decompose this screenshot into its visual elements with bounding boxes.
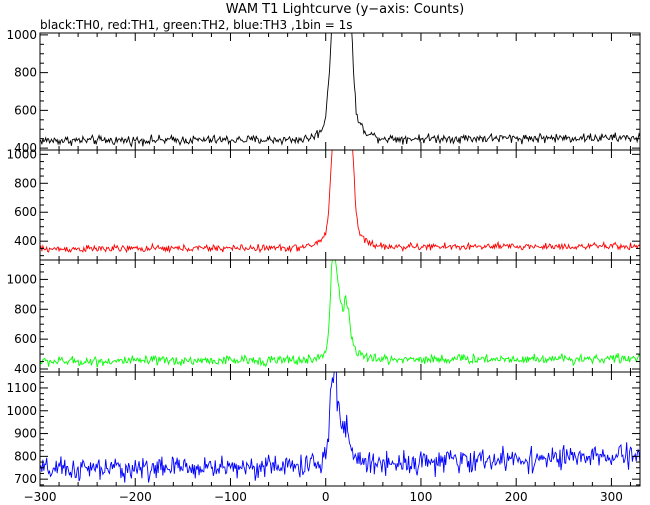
x-tick-label: 0 bbox=[322, 490, 330, 504]
x-tick-label: −100 bbox=[214, 490, 247, 504]
y-tick-label: 1000 bbox=[6, 272, 37, 286]
panel-frame bbox=[39, 371, 641, 487]
y-tick-label: 1000 bbox=[6, 147, 37, 161]
y-tick-label: 800 bbox=[14, 66, 37, 80]
panel-th2: 400 600 800 1000 bbox=[6, 259, 641, 376]
series-line-th0 bbox=[40, 33, 640, 148]
y-tick-label: 1000 bbox=[6, 404, 37, 418]
panels-group: 4006008001000400600800100040060080010007… bbox=[6, 28, 641, 487]
panel-frame bbox=[39, 32, 641, 151]
y-tick-label: 1100 bbox=[6, 381, 37, 395]
x-tick-label: 100 bbox=[409, 490, 432, 504]
y-tick-label: 400 bbox=[14, 362, 37, 376]
chart-title: WAM T1 Lightcurve (y−axis: Counts) bbox=[226, 2, 464, 17]
y-tick-label: 800 bbox=[14, 302, 37, 316]
x-tick-label: −300 bbox=[24, 490, 57, 504]
chart-subtitle: black:TH0, red:TH1, green:TH2, blue:TH3 … bbox=[40, 18, 353, 32]
y-tick-label: 900 bbox=[14, 427, 37, 441]
x-tick-label: −200 bbox=[119, 490, 152, 504]
panel-frame bbox=[39, 259, 641, 373]
y-tick-label: 600 bbox=[14, 205, 37, 219]
series-line-th1 bbox=[40, 150, 640, 254]
series-line-th2 bbox=[40, 260, 640, 368]
x-tick-label: 200 bbox=[505, 490, 528, 504]
y-tick-label: 400 bbox=[14, 234, 37, 248]
panel-frame bbox=[39, 149, 641, 261]
series-line-th3 bbox=[40, 372, 640, 483]
y-tick-label: 600 bbox=[14, 332, 37, 346]
y-tick-label: 700 bbox=[14, 472, 37, 486]
y-tick-label: 1000 bbox=[6, 28, 37, 42]
y-tick-label: 800 bbox=[14, 176, 37, 190]
y-tick-label: 800 bbox=[14, 449, 37, 463]
x-axis: −300 −200 −100 0 100 200 300 bbox=[24, 490, 623, 504]
x-tick-label: 300 bbox=[600, 490, 623, 504]
panel-th3: 700 800 900 1000 1100 bbox=[6, 371, 641, 487]
panel-th0: 400 600 800 1000 bbox=[6, 28, 641, 155]
y-tick-label: 600 bbox=[14, 103, 37, 117]
y-tick-label: 400 bbox=[14, 141, 37, 155]
